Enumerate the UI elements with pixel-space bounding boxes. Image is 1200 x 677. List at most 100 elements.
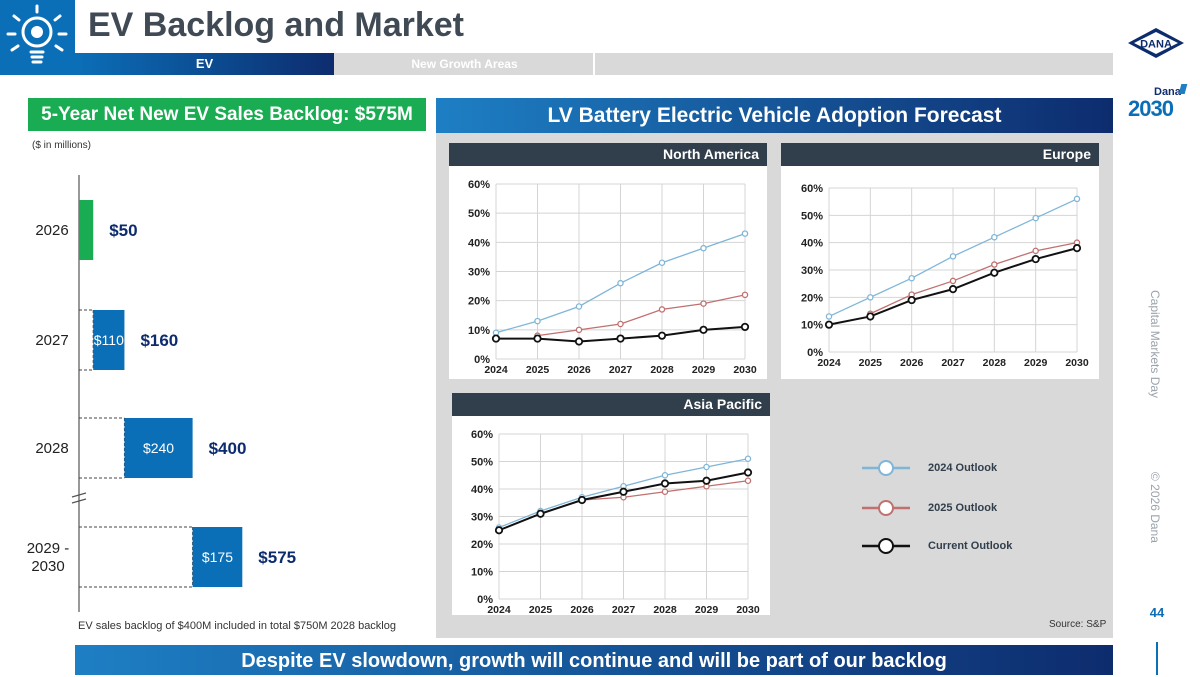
x-tick-label: 2028	[650, 364, 674, 376]
x-tick-label: 2027	[612, 604, 636, 615]
y-tick-label: 50%	[801, 210, 823, 222]
region-europe-title: Europe	[781, 143, 1099, 166]
waterfall-bar	[124, 418, 193, 478]
region-asia-pacific-title: Asia Pacific	[452, 393, 770, 416]
series-2024-outlook-point	[534, 317, 541, 325]
y-tick-label: 10%	[468, 325, 490, 337]
series-2024-outlook-point	[949, 253, 957, 260]
series-current-outlook-point	[1072, 244, 1082, 253]
series-2024-outlook-point	[658, 259, 666, 267]
series-current-outlook-point	[1031, 254, 1040, 264]
series-2024-outlook-point	[703, 463, 710, 471]
axis-break-mark	[71, 492, 87, 504]
legend-swatch-current-marker	[878, 538, 894, 554]
series-2025-outlook-point	[741, 291, 749, 299]
series-2025-outlook-line	[540, 480, 749, 515]
series-current-outlook-point	[740, 322, 750, 332]
series-current-outlook-point	[948, 285, 958, 294]
dana-logo: DANA	[1126, 26, 1186, 60]
x-tick-label: 2024	[817, 357, 841, 369]
accent-divider	[1156, 642, 1158, 675]
series-2025-outlook-point	[661, 488, 669, 496]
series-current-outlook-point	[743, 468, 753, 477]
badge-year: 2030	[1128, 96, 1174, 121]
y-tick-label: 40%	[468, 237, 490, 249]
series-current-outlook-point	[702, 476, 711, 485]
europe-line-chart: 0% 10% 20% 30% 40% 50% 60% 2024 2025 2026 2027 2028…	[801, 183, 1089, 369]
y-tick-label: 10%	[801, 320, 823, 332]
series-current-outlook-point	[574, 337, 584, 346]
series-2024-outlook-point	[1032, 214, 1039, 222]
legend-swatch-2024-marker	[878, 460, 894, 476]
series-2024-outlook-point	[908, 274, 915, 282]
waterfall-bar	[79, 200, 94, 260]
dana-2030-badge: Dana 2030	[1128, 84, 1188, 121]
tab-ev[interactable]: EV	[75, 53, 334, 75]
units-note: ($ in millions)	[32, 140, 91, 151]
category-line: 2029 -	[27, 540, 70, 557]
series-2025-outlook-point	[1032, 247, 1039, 255]
y-tick-label: 20%	[471, 539, 493, 551]
asia-pacific-chart-box: 0% 10% 20% 30% 40% 50% 60% 2024 2025 2026 2027 2028…	[452, 416, 770, 616]
ideas-lightbulb-logo	[0, 0, 75, 75]
series-current-outlook-point	[866, 312, 875, 321]
y-tick-label: 0%	[477, 594, 493, 606]
x-tick-label: 2029	[692, 364, 716, 376]
y-tick-label: 0%	[807, 347, 823, 359]
y-tick-label: 10%	[471, 567, 493, 579]
series-current-outlook-point	[824, 320, 834, 329]
tab-new-growth-areas[interactable]: New Growth Areas	[336, 53, 595, 75]
forecast-legend: 2024 Outlook 2025 Outlook Current Outloo…	[860, 455, 1120, 565]
badge-brand: Dana	[1154, 86, 1181, 98]
series-current-outlook-point	[533, 334, 542, 343]
legend-swatches	[862, 460, 910, 554]
page-title: EV Backlog and Market	[88, 6, 465, 44]
x-tick-label: 2030	[736, 604, 760, 615]
x-tick-label: 2025	[526, 364, 550, 376]
y-tick-label: 60%	[468, 179, 490, 191]
series-2025-outlook-point	[617, 320, 624, 328]
copyright-label: © 2026 Dana	[1148, 472, 1162, 543]
series-current-outlook-point	[907, 295, 916, 305]
series-2024-outlook-point	[617, 279, 624, 287]
series-2024-outlook-point	[1073, 195, 1081, 203]
y-tick-label: 30%	[801, 265, 823, 277]
series-2025-outlook-point	[575, 326, 583, 334]
legend-label-2024: 2024 Outlook	[928, 462, 998, 474]
dana-logo-text: DANA	[1140, 39, 1172, 51]
series-2025-outlook-point	[949, 277, 957, 285]
series-2024-outlook-point	[744, 455, 752, 463]
series-2024-outlook-point	[700, 244, 707, 252]
series-2025-outlook-line	[870, 242, 1078, 315]
x-tick-label: 2024	[484, 364, 508, 376]
x-tick-label: 2029	[1024, 357, 1048, 369]
series-2024-outlook-point	[991, 233, 998, 241]
series-2025-outlook-line	[537, 294, 746, 337]
waterfall-bar	[192, 527, 243, 587]
series-current-outlook-point	[657, 331, 667, 340]
y-tick-label: 20%	[801, 292, 823, 304]
series-2024-outlook-point	[575, 303, 583, 310]
forecast-header: LV Battery Electric Vehicle Adoption For…	[436, 98, 1113, 133]
waterfall-cumulative-label: $400	[209, 439, 247, 458]
y-tick-label: 0%	[474, 354, 490, 366]
bottom-banner: Despite EV slowdown, growth will continu…	[75, 645, 1113, 675]
region-north-america-title: North America	[449, 143, 767, 166]
legend-swatch-2025-marker	[878, 500, 894, 516]
series-2025-outlook-point	[744, 477, 752, 485]
waterfall-cumulative-label: $160	[140, 331, 178, 350]
series-2024-outlook-point	[741, 230, 749, 237]
y-tick-label: 50%	[471, 457, 493, 469]
asia-pacific-line-chart: 0% 10% 20% 30% 40% 50% 60% 2024 2025 2026 2027 2028…	[471, 429, 760, 616]
series-2025-outlook-point	[658, 306, 666, 313]
x-tick-label: 2028	[653, 604, 677, 615]
series-current-outlook-point	[536, 509, 545, 518]
waterfall-category-label: 2027	[35, 332, 68, 349]
series-current-outlook-point	[660, 479, 670, 488]
lightbulb-gear-icon	[6, 4, 68, 64]
x-tick-label: 2027	[609, 364, 633, 376]
series-2025-outlook-point	[700, 300, 707, 307]
series-current-outlook-point	[491, 334, 501, 343]
series-current-outlook-point	[990, 268, 999, 277]
waterfall-increment-label: $175	[202, 549, 233, 565]
